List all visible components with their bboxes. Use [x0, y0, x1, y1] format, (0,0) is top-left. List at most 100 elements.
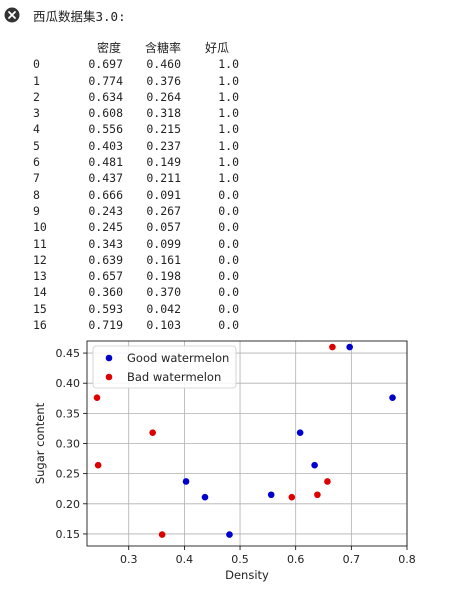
cell-density: 0.697 — [88, 57, 123, 72]
row-index: 8 — [33, 187, 40, 202]
row-index: 10 — [33, 220, 47, 235]
data-point — [182, 478, 190, 485]
close-circle-icon[interactable] — [4, 7, 20, 23]
data-point — [329, 343, 336, 351]
cell-good: 1.0 — [218, 73, 239, 88]
y-tick-label: 0.30 — [56, 438, 81, 451]
row-index: 7 — [33, 171, 40, 186]
table-row: 8 0.666 0.091 0.0 — [33, 187, 239, 203]
y-tick-label: 0.20 — [56, 498, 81, 511]
data-point — [158, 531, 166, 538]
table-row: 7 0.437 0.211 1.0 — [33, 170, 239, 186]
cell-good: 0.0 — [218, 203, 239, 218]
cell-sugar: 0.057 — [146, 220, 181, 235]
row-index: 13 — [33, 269, 47, 284]
row-index: 4 — [33, 122, 40, 137]
table-row: 0 0.697 0.460 1.0 — [33, 56, 239, 72]
cell-sugar: 0.099 — [146, 236, 181, 251]
data-point — [93, 394, 101, 401]
cell-good: 1.0 — [218, 89, 239, 104]
y-tick-label: 0.35 — [56, 407, 81, 420]
table-row: 10 0.245 0.057 0.0 — [33, 219, 239, 235]
cell-density: 0.556 — [88, 122, 123, 137]
cell-good: 0.0 — [218, 236, 239, 251]
cell-sugar: 0.211 — [146, 171, 181, 186]
cell-density: 0.343 — [88, 236, 123, 251]
table-row: 14 0.360 0.370 0.0 — [33, 284, 239, 300]
row-index: 3 — [33, 106, 40, 121]
x-tick-label: 0.7 — [343, 553, 361, 566]
column-header-sugar: 含糖率 — [144, 41, 181, 55]
table-body: 0 0.697 0.460 1.0 1 0.774 0.376 1.0 2 0.634 0.264 1… — [33, 56, 239, 333]
data-point — [149, 429, 156, 436]
legend-box — [92, 345, 237, 389]
y-tick-label: 0.15 — [56, 528, 81, 541]
cell-sugar: 0.198 — [146, 269, 181, 284]
cell-density: 0.245 — [88, 220, 123, 235]
cell-density: 0.437 — [88, 171, 123, 186]
table-header-row: 密度 含糖率 好瓜 — [33, 40, 239, 56]
cell-density: 0.608 — [88, 106, 123, 121]
x-tick-label: 0.8 — [398, 553, 415, 566]
table-row: 12 0.639 0.161 0.0 — [33, 252, 239, 268]
legend: Good watermelon Bad watermelon — [92, 345, 237, 389]
cell-sugar: 0.042 — [146, 301, 181, 316]
row-index: 15 — [33, 301, 47, 316]
cell-good: 1.0 — [218, 138, 239, 153]
y-tick-label: 0.25 — [56, 468, 81, 481]
data-point — [389, 394, 396, 401]
table-row: 13 0.657 0.198 0.0 — [33, 268, 239, 284]
cell-density: 0.666 — [88, 187, 123, 202]
data-points — [93, 343, 396, 538]
cell-sugar: 0.370 — [146, 285, 181, 300]
data-point — [288, 493, 296, 501]
x-axis-label: Density — [225, 568, 269, 582]
row-index: 6 — [33, 155, 40, 170]
cell-good: 0.0 — [218, 269, 239, 284]
data-point — [201, 493, 209, 501]
cell-density: 0.403 — [88, 138, 123, 153]
cell-good: 1.0 — [218, 122, 239, 137]
table-row: 15 0.593 0.042 0.0 — [33, 301, 239, 317]
output-title: 西瓜数据集3.0: — [33, 9, 126, 24]
cell-good: 0.0 — [218, 301, 239, 316]
table-row: 9 0.243 0.267 0.0 — [33, 203, 239, 219]
y-axis-label: Sugar content — [33, 402, 47, 484]
cell-density: 0.719 — [88, 318, 123, 333]
cell-sugar: 0.264 — [146, 89, 181, 104]
cell-density: 0.639 — [88, 252, 123, 267]
y-tick-label: 0.40 — [56, 377, 81, 390]
legend-label: Bad watermelon — [127, 370, 221, 384]
y-tick-label: 0.45 — [56, 347, 81, 360]
data-point — [226, 531, 233, 538]
row-index: 0 — [33, 57, 40, 72]
table-row: 1 0.774 0.376 1.0 — [33, 73, 239, 89]
cell-good: 1.0 — [218, 106, 239, 121]
legend-marker — [105, 373, 113, 381]
cell-sugar: 0.103 — [146, 318, 181, 333]
table-row: 11 0.343 0.099 0.0 — [33, 236, 239, 252]
data-point — [346, 343, 353, 351]
legend-label: Good watermelon — [127, 351, 229, 365]
data-point — [94, 461, 102, 469]
data-point — [267, 491, 275, 499]
data-point — [314, 491, 321, 499]
x-tick-label: 0.3 — [120, 553, 138, 566]
row-index: 16 — [33, 318, 47, 333]
cell-good: 0.0 — [218, 285, 239, 300]
cell-sugar: 0.237 — [146, 138, 181, 153]
data-point — [324, 478, 331, 485]
cell-density: 0.243 — [88, 203, 123, 218]
table-row: 16 0.719 0.103 0.0 — [33, 317, 239, 333]
x-tick-label: 0.4 — [176, 553, 194, 566]
cell-sugar: 0.091 — [146, 187, 181, 202]
index-header — [33, 40, 63, 56]
data-point — [311, 461, 318, 469]
cell-density: 0.593 — [88, 301, 123, 316]
cell-good: 0.0 — [218, 318, 239, 333]
cell-sugar: 0.318 — [146, 106, 181, 121]
axis-ticks: 0.3 0.4 0.5 0.6 0.7 0.8 0.15 0.20 0.25 0.30 0.35 0.… — [56, 347, 416, 566]
row-index: 14 — [33, 285, 47, 300]
row-index: 9 — [33, 203, 40, 218]
